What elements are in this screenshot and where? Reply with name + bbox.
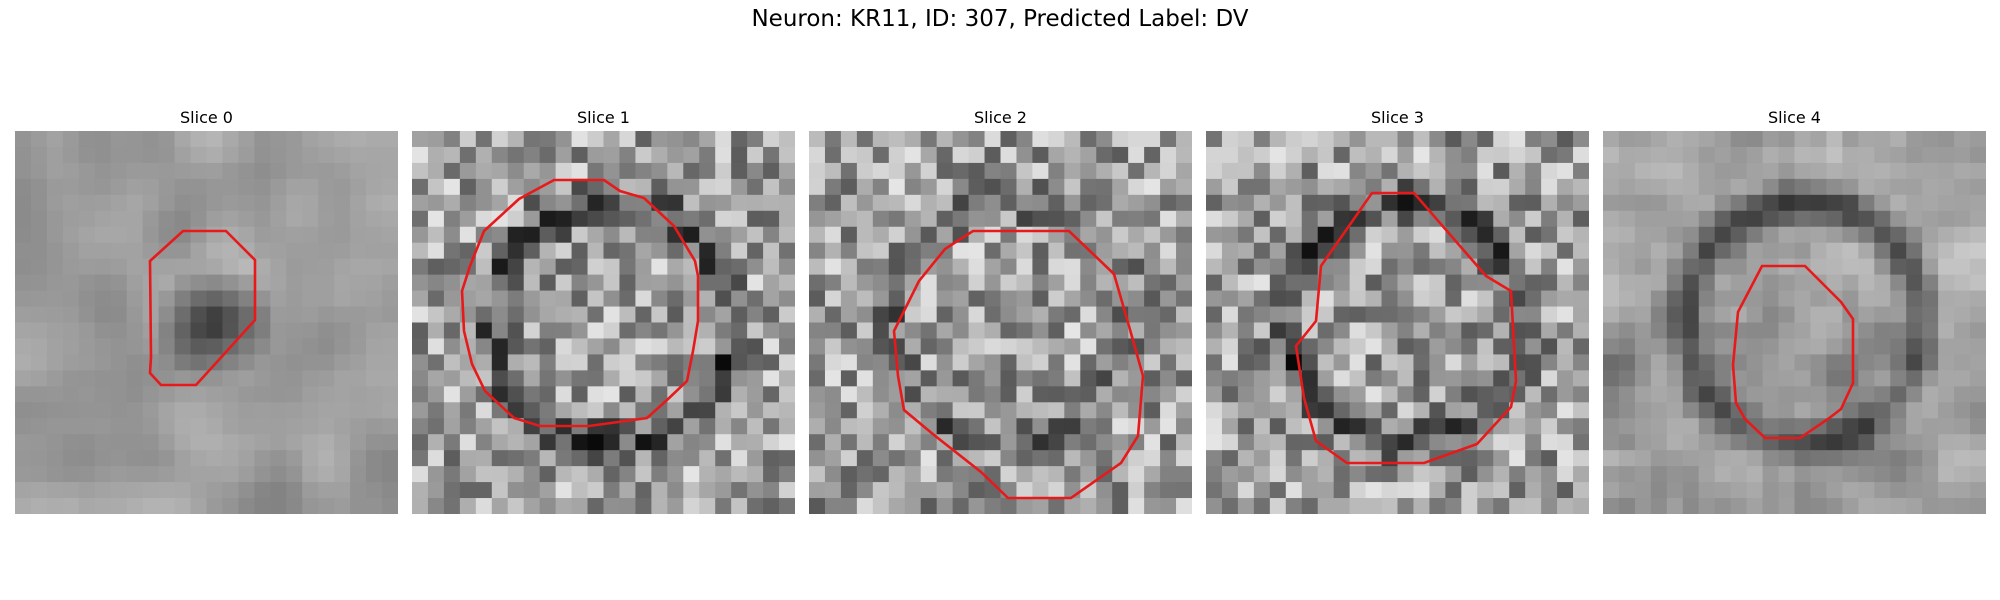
slice-4-svg [1603,131,1986,514]
panel-title: Slice 3 [1371,108,1424,127]
roi-outline [1294,191,1518,465]
slice-image [15,131,398,514]
slice-image [809,131,1192,514]
panel-title: Slice 1 [577,108,630,127]
panel-slice-0: Slice 0 [15,105,398,514]
panel-slice-2: Slice 2 [809,105,1192,514]
slice-2-svg [809,131,1192,514]
microscopy-pixels [1603,131,1986,514]
roi-outline [1731,264,1855,440]
microscopy-pixels [809,131,1192,514]
panel-title: Slice 2 [974,108,1027,127]
panel-slice-4: Slice 4 [1603,105,1986,514]
slice-1-svg [412,131,795,514]
roi-outline [148,229,257,387]
microscopy-pixels [15,131,398,514]
microscopy-pixels [412,131,795,514]
microscopy-pixels [1206,131,1589,514]
panel-slice-1: Slice 1 [412,105,795,514]
panel-title: Slice 4 [1768,108,1821,127]
slice-image [1206,131,1589,514]
slice-image [412,131,795,514]
panel-slice-3: Slice 3 [1206,105,1589,514]
panel-title: Slice 0 [180,108,233,127]
slice-0-svg [15,131,398,514]
slice-image [1603,131,1986,514]
roi-outline [460,178,700,428]
figure-title: Neuron: KR11, ID: 307, Predicted Label: … [751,6,1249,32]
slice-3-svg [1206,131,1589,514]
roi-outline [892,229,1145,500]
